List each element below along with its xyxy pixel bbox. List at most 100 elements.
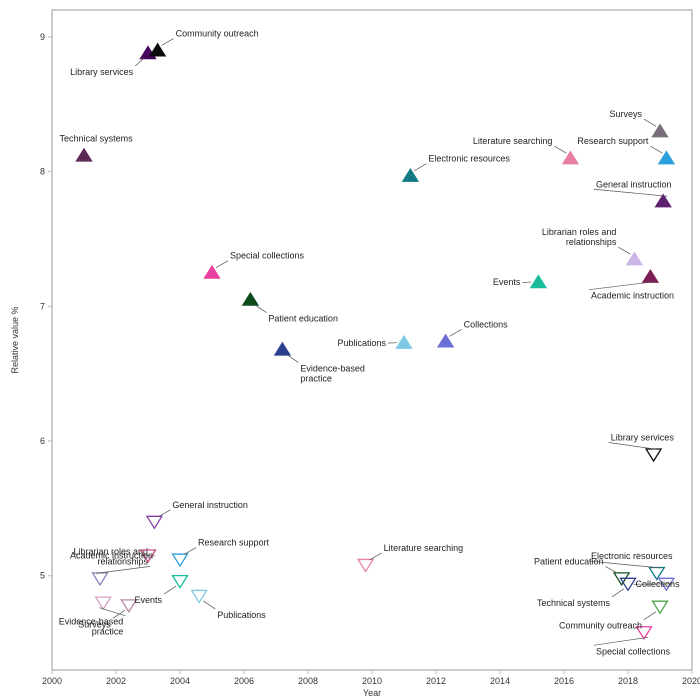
label-leader (644, 612, 656, 620)
data-point (653, 601, 668, 613)
data-point (653, 125, 668, 137)
scatter-chart: 2000 2002 2004 2006 2008 2010 2012 2014 2016 2018… (0, 0, 700, 700)
point-label: Library services (611, 432, 675, 442)
x-tick-label: 2020 (682, 676, 700, 686)
data-point (643, 270, 658, 282)
label-leader (589, 282, 654, 290)
x-tick-label: 2012 (426, 676, 446, 686)
x-tick-label: 2018 (618, 676, 638, 686)
point-label: Community outreach (176, 28, 259, 38)
label-leader (609, 442, 658, 449)
label-leader (370, 553, 382, 560)
data-point (93, 573, 108, 585)
data-point (397, 336, 412, 348)
point-label: Events (493, 277, 521, 287)
data-point (659, 152, 674, 164)
data-point (627, 253, 642, 265)
y-axis-title: Relative value % (10, 306, 20, 373)
data-point (621, 578, 636, 590)
point-label: Collections (464, 319, 509, 329)
point-label: Evidence-based (300, 363, 365, 373)
point-label: Research support (577, 136, 649, 146)
label-leader (644, 119, 656, 126)
point-label: Technical systems (60, 133, 134, 143)
label-leader (99, 608, 125, 616)
y-tick-label: 7 (40, 301, 45, 311)
label-leader (594, 637, 648, 645)
point-label: relationships (566, 237, 617, 247)
x-tick-label: 2008 (298, 676, 318, 686)
label-leader (96, 566, 150, 573)
y-tick-label: 5 (40, 571, 45, 581)
data-point (438, 335, 453, 347)
x-tick-label: 2002 (106, 676, 126, 686)
label-leader (554, 146, 566, 153)
data-point (96, 597, 111, 609)
x-tick-label: 2006 (234, 676, 254, 686)
data-point (77, 149, 92, 161)
label-leader (158, 510, 170, 517)
label-leader (254, 305, 266, 313)
point-label: General instruction (172, 500, 248, 510)
label-leader (450, 329, 462, 336)
point-label: Literature searching (384, 543, 464, 553)
data-point (646, 449, 661, 461)
point-label: Special collections (596, 646, 671, 656)
x-tick-label: 2000 (42, 676, 62, 686)
x-tick-label: 2014 (490, 676, 510, 686)
label-leader (162, 38, 174, 45)
point-label: Research support (198, 538, 270, 548)
label-leader (618, 247, 630, 254)
point-label: Academic instruction (591, 291, 674, 301)
data-point (150, 44, 165, 56)
label-leader (164, 586, 176, 594)
data-point (656, 195, 671, 207)
point-label: Electronic resources (591, 551, 673, 561)
label-leader (135, 58, 144, 66)
point-label: Publications (217, 610, 266, 620)
x-tick-label: 2016 (554, 676, 574, 686)
label-leader (594, 189, 667, 196)
point-label: General instruction (596, 179, 672, 189)
point-label: Surveys (78, 619, 111, 629)
label-leader (286, 354, 298, 362)
data-point (192, 590, 207, 602)
point-label: practice (300, 373, 332, 383)
x-tick-label: 2010 (362, 676, 382, 686)
point-label: Collections (636, 579, 681, 589)
point-label: Electronic resources (428, 154, 510, 164)
x-axis-title: Year (363, 688, 381, 698)
point-label: Patient education (268, 314, 338, 324)
label-leader (216, 261, 228, 268)
data-point (275, 343, 290, 355)
data-point (205, 266, 220, 278)
label-leader (650, 146, 662, 153)
point-label: Special collections (230, 251, 305, 261)
point-label: Community outreach (559, 621, 642, 631)
data-point (173, 576, 188, 588)
label-leader (414, 164, 426, 171)
y-tick-label: 9 (40, 32, 45, 42)
point-label: Librarian roles and (542, 227, 617, 237)
data-point (531, 276, 546, 288)
label-leader (612, 589, 624, 597)
point-label: Publications (337, 338, 386, 348)
label-leader (606, 566, 618, 573)
point-label: Library services (70, 67, 134, 77)
point-label: Literature searching (473, 136, 553, 146)
point-label: Technical systems (537, 598, 611, 608)
y-tick-label: 8 (40, 167, 45, 177)
data-point (403, 169, 418, 181)
label-leader (203, 601, 215, 609)
point-label: Academic instruction (70, 551, 153, 561)
y-tick-label: 6 (40, 436, 45, 446)
point-label: Events (134, 595, 162, 605)
data-point (147, 516, 162, 528)
label-leader (184, 548, 196, 555)
point-label: Surveys (609, 109, 642, 119)
x-tick-label: 2004 (170, 676, 190, 686)
data-point (563, 152, 578, 164)
data-point (358, 559, 373, 571)
data-point (243, 293, 258, 305)
data-point (173, 554, 188, 566)
